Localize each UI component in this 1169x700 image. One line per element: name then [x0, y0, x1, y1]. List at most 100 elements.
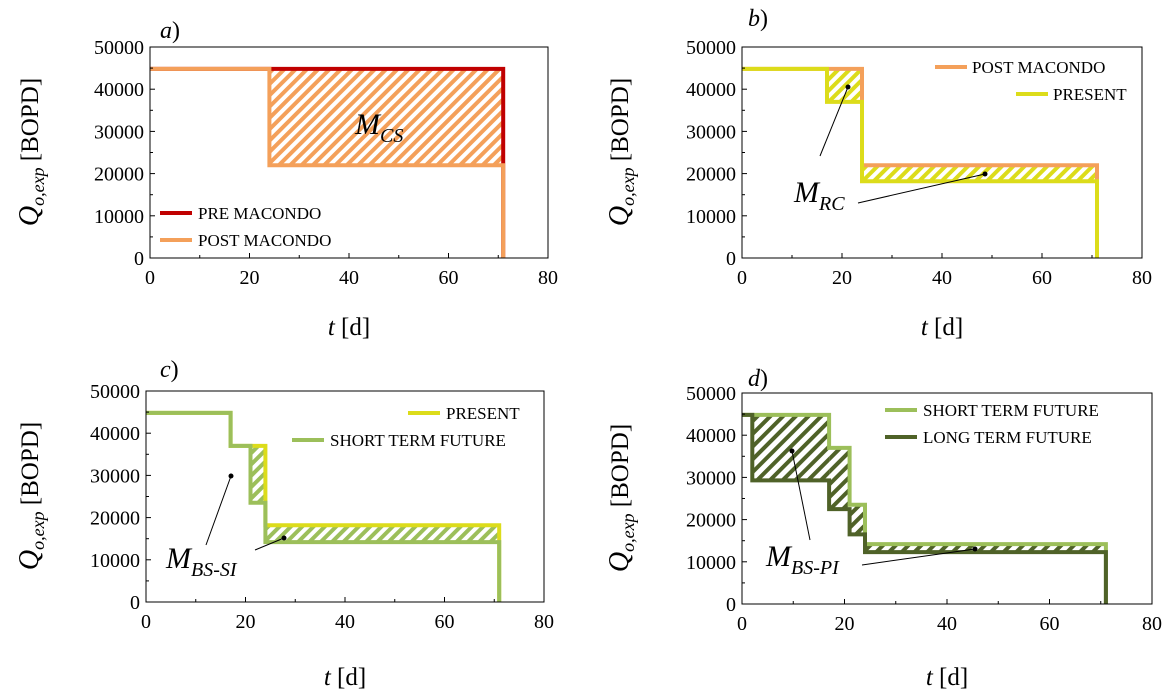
y-tick-label: 30000 — [686, 467, 736, 489]
y-tick-label: 40000 — [686, 425, 736, 447]
hatch-region — [265, 525, 500, 543]
panel-label: c) — [160, 357, 179, 383]
y-tick-label: 50000 — [94, 37, 144, 59]
panel-a: 0 20 40 60 80 0 10000 20000 30000 40000 50000 a) Q… — [14, 18, 558, 341]
series-line — [146, 410, 502, 602]
hatch-region — [250, 445, 266, 503]
series-layer — [146, 410, 502, 602]
y-tick-label: 50000 — [686, 37, 736, 59]
x-tick-label: 0 — [737, 613, 747, 635]
legend: SHORT TERM FUTURE LONG TERM FUTURE — [885, 401, 1099, 447]
x-axis-label: t [d] — [328, 314, 370, 341]
panel-label: d) — [748, 366, 768, 392]
y-tick-label: 30000 — [90, 465, 140, 487]
axes-layer: 0 20 40 60 80 0 10000 20000 30000 40000 50000 — [686, 383, 1162, 635]
x-tick-label: 20 — [832, 267, 852, 289]
annotation-label: MBS-PI — [765, 540, 840, 579]
x-tick-label: 80 — [534, 611, 554, 633]
hatch-region — [269, 68, 504, 166]
x-axis-label: t [d] — [324, 664, 366, 691]
hatch-region — [865, 544, 1106, 553]
legend-label: POST MACONDO — [198, 231, 331, 250]
x-tick-label: 60 — [439, 267, 459, 289]
x-tick-label: 40 — [335, 611, 355, 633]
y-tick-label: 10000 — [686, 552, 736, 574]
legend-label: PRE MACONDO — [198, 204, 321, 223]
y-axis-label: Qo,exp [BOPD] — [14, 78, 48, 226]
y-tick-label: 40000 — [94, 79, 144, 101]
annotation-leader — [791, 450, 811, 541]
y-tick-label: 0 — [130, 592, 140, 614]
series-layer — [742, 412, 1108, 604]
legend: POST MACONDO PRESENT — [935, 58, 1127, 104]
axes-layer: 0 20 40 60 80 0 10000 20000 30000 40000 50000 — [94, 37, 558, 289]
series-layer — [150, 66, 506, 258]
x-tick-label: 40 — [339, 267, 359, 289]
legend-label: SHORT TERM FUTURE — [923, 401, 1099, 420]
y-tick-label: 20000 — [94, 164, 144, 186]
y-tick-label: 40000 — [686, 79, 736, 101]
x-tick-label: 80 — [1132, 267, 1152, 289]
hatch-region — [849, 504, 865, 535]
annotation-leader — [819, 86, 849, 157]
x-axis-label: t [d] — [926, 664, 968, 691]
panel-d: 0 20 40 60 80 0 10000 20000 30000 40000 50000 d) Q… — [604, 366, 1162, 691]
legend: PRESENT SHORT TERM FUTURE — [292, 404, 520, 450]
hatch-region — [862, 165, 1097, 182]
series-line — [742, 66, 1099, 258]
hatch-region — [829, 447, 850, 510]
y-tick-label: 10000 — [90, 550, 140, 572]
series-line — [742, 66, 1099, 258]
y-axis-label: Qo,exp [BOPD] — [604, 78, 638, 226]
annotation-dot — [281, 535, 287, 541]
series-layer — [742, 66, 1099, 258]
annotation-dot — [845, 84, 851, 90]
y-tick-label: 20000 — [90, 508, 140, 530]
panel-b: 0 20 40 60 80 0 10000 20000 30000 40000 50000 b) Q… — [604, 6, 1152, 341]
y-tick-label: 0 — [134, 248, 144, 270]
plot-frame — [741, 46, 1143, 259]
y-axis-label: Qo,exp [BOPD] — [604, 424, 638, 572]
y-axis-label: Qo,exp [BOPD] — [14, 422, 48, 570]
x-tick-label: 60 — [1032, 267, 1052, 289]
x-tick-label: 20 — [835, 613, 855, 635]
x-tick-label: 80 — [538, 267, 558, 289]
y-tick-label: 10000 — [686, 206, 736, 228]
legend-label: LONG TERM FUTURE — [923, 428, 1092, 447]
hatch-region — [752, 414, 830, 481]
x-tick-label: 40 — [932, 267, 952, 289]
x-tick-label: 0 — [145, 267, 155, 289]
annotation-leader — [861, 548, 976, 566]
x-axis-label: t [d] — [921, 314, 963, 341]
y-tick-label: 20000 — [686, 164, 736, 186]
x-tick-label: 60 — [1040, 613, 1060, 635]
series-line — [742, 412, 1108, 604]
series-line — [742, 412, 1108, 604]
x-tick-label: 80 — [1142, 613, 1162, 635]
x-tick-label: 40 — [937, 613, 957, 635]
legend: PRE MACONDO POST MACONDO — [160, 204, 331, 250]
annotation-leader — [857, 173, 986, 204]
panel-label: b) — [748, 6, 768, 32]
y-tick-label: 20000 — [686, 510, 736, 532]
series-line — [150, 66, 506, 258]
x-tick-label: 20 — [236, 611, 256, 633]
hatch-layer — [269, 68, 504, 166]
annotation-dot — [228, 473, 234, 479]
legend-label: SHORT TERM FUTURE — [330, 431, 506, 450]
hatch-layer — [250, 445, 500, 543]
x-tick-label: 0 — [737, 267, 747, 289]
panel-c: 0 20 40 60 80 0 10000 20000 30000 40000 50000 c) Q… — [14, 357, 554, 691]
x-tick-label: 20 — [240, 267, 260, 289]
legend-label: PRESENT — [446, 404, 520, 423]
y-tick-label: 50000 — [686, 383, 736, 405]
annotation-dot — [972, 546, 978, 552]
y-tick-label: 0 — [726, 248, 736, 270]
annotation-dot — [982, 171, 988, 177]
y-tick-label: 40000 — [90, 423, 140, 445]
x-tick-label: 0 — [141, 611, 151, 633]
x-tick-label: 60 — [435, 611, 455, 633]
axes-layer: 0 20 40 60 80 0 10000 20000 30000 40000 50000 — [90, 381, 554, 633]
hatch-layer — [752, 414, 1106, 553]
